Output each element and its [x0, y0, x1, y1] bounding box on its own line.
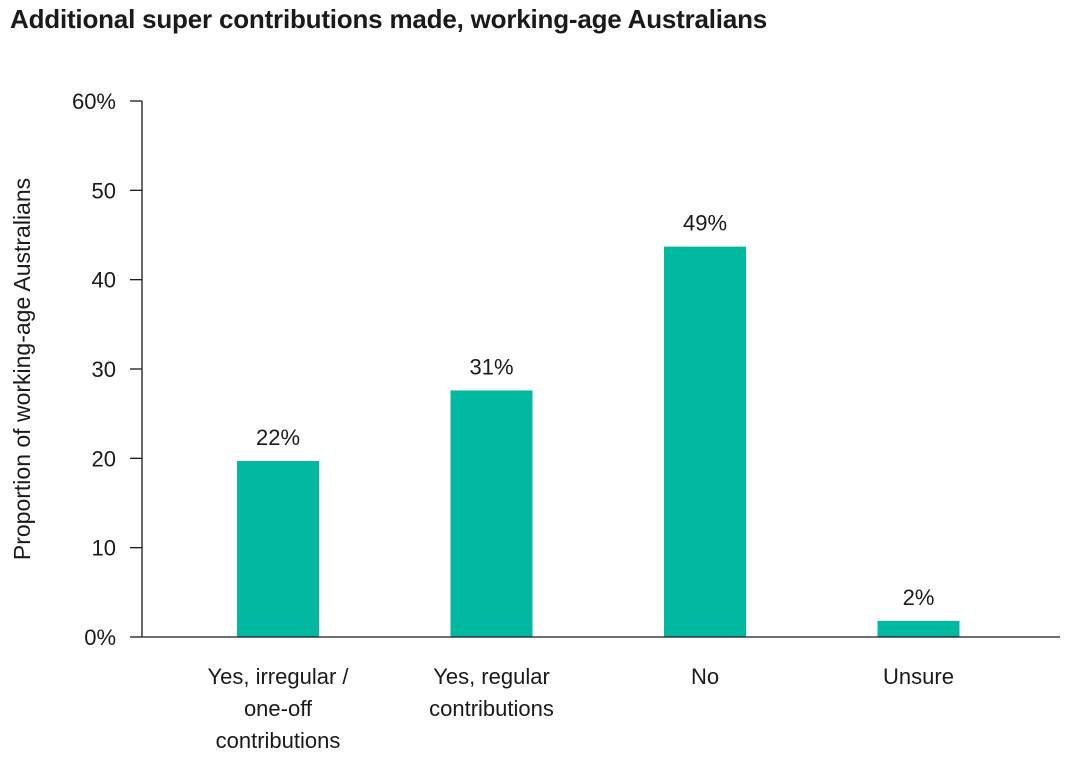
y-tick-label: 50: [92, 178, 116, 203]
x-tick-label: one-off: [244, 696, 313, 721]
x-tick-label: No: [691, 664, 719, 689]
data-label: 49%: [683, 211, 727, 236]
y-tick-label: 10: [92, 536, 116, 561]
y-tick-label: 20: [92, 446, 116, 471]
data-label: 2%: [903, 585, 935, 610]
bar: [450, 390, 533, 637]
x-tick-label: contributions: [216, 728, 341, 753]
bars: 22% 31% 49% 2%: [237, 211, 960, 637]
x-tick-label: Yes, irregular /: [207, 664, 349, 689]
bar: [877, 620, 960, 637]
y-axis-label: Proportion of working-age Australians: [9, 178, 35, 560]
y-tick-label: 40: [92, 268, 116, 293]
x-tick-label: Unsure: [883, 664, 954, 689]
bar: [664, 246, 746, 637]
y-tick-label: 60%: [72, 89, 116, 114]
bar: [237, 461, 319, 637]
y-tick-label: 30: [92, 357, 116, 382]
data-label: 22%: [256, 425, 300, 450]
y-tick-label: 0%: [84, 625, 116, 650]
x-tick-label: contributions: [429, 696, 554, 721]
x-axis: Yes, irregular / one-off contributions Yes,…: [142, 636, 1060, 753]
chart-title: Additional super contributions made, wor…: [10, 4, 768, 34]
x-tick-label: Yes, regular: [433, 664, 550, 689]
data-label: 31%: [469, 354, 513, 379]
y-axis: 0% 10 20 30 40 50 60%: [72, 89, 143, 650]
